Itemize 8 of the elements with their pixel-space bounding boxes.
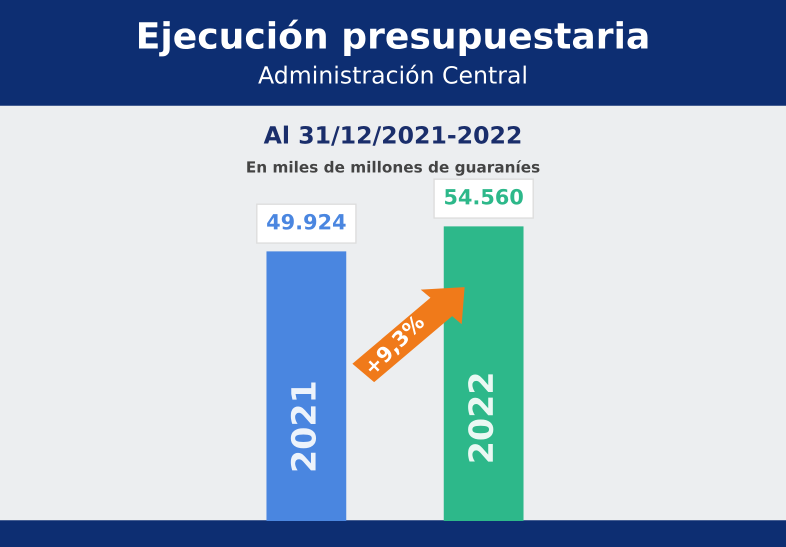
data-label: 54.560 [445,188,523,205]
x-tick-label: 2021 [290,382,316,470]
chart-title: Ejecución presupuestaria [139,20,648,56]
text: En miles de millones de guaraníes [247,160,540,176]
text: Al 31/12/2021-2022 [264,126,520,146]
data-label: 49.924 [267,214,346,230]
x-tick-label: 2022 [468,374,494,462]
chart-subtitle: Administración Central [258,64,526,84]
